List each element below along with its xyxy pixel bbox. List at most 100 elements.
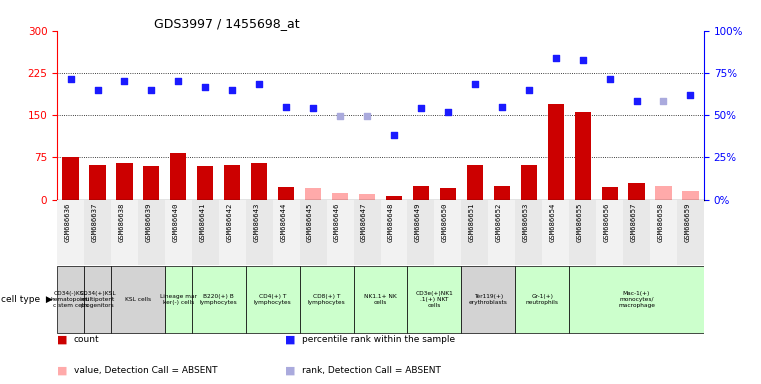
Point xyxy=(495,104,508,110)
Bar xyxy=(623,200,650,265)
Point xyxy=(253,81,266,87)
Point xyxy=(307,105,319,111)
Bar xyxy=(332,193,348,200)
Bar xyxy=(90,165,106,200)
Text: Mac-1(+)
monocytes/
macrophage: Mac-1(+) monocytes/ macrophage xyxy=(618,291,655,308)
Bar xyxy=(461,266,515,333)
Text: GSM686653: GSM686653 xyxy=(523,203,529,242)
Bar xyxy=(515,200,543,265)
Text: Ter119(+)
erythroblasts: Ter119(+) erythroblasts xyxy=(469,294,508,305)
Bar xyxy=(192,200,219,265)
Text: GSM686657: GSM686657 xyxy=(631,203,636,242)
Text: GSM686642: GSM686642 xyxy=(226,203,232,242)
Bar xyxy=(57,200,84,265)
Text: GSM686641: GSM686641 xyxy=(199,203,205,242)
Text: GSM686640: GSM686640 xyxy=(172,203,178,242)
Bar xyxy=(57,266,84,333)
Text: GSM686648: GSM686648 xyxy=(388,203,394,242)
Point xyxy=(658,98,670,104)
Bar xyxy=(543,200,569,265)
Bar xyxy=(278,187,295,200)
Point xyxy=(280,104,292,110)
Bar xyxy=(655,185,672,200)
Text: Gr-1(+)
neutrophils: Gr-1(+) neutrophils xyxy=(526,294,559,305)
Bar xyxy=(219,200,246,265)
Text: GSM686659: GSM686659 xyxy=(684,203,690,242)
Point xyxy=(361,113,373,119)
Text: GSM686658: GSM686658 xyxy=(658,203,664,242)
Text: CD4(+) T
lymphocytes: CD4(+) T lymphocytes xyxy=(254,294,291,305)
Bar xyxy=(354,200,380,265)
Text: ■: ■ xyxy=(285,365,296,375)
Bar xyxy=(596,200,623,265)
Bar xyxy=(300,200,326,265)
Bar xyxy=(435,200,461,265)
Bar xyxy=(84,266,111,333)
Text: B220(+) B
lymphocytes: B220(+) B lymphocytes xyxy=(200,294,237,305)
Bar xyxy=(224,165,240,200)
Text: GSM686656: GSM686656 xyxy=(603,203,610,242)
Text: GSM686637: GSM686637 xyxy=(91,203,97,242)
Text: GSM686651: GSM686651 xyxy=(469,203,475,242)
Bar xyxy=(386,196,402,200)
Text: ■: ■ xyxy=(57,334,68,344)
Bar xyxy=(192,266,246,333)
Bar xyxy=(165,200,192,265)
Text: GSM686647: GSM686647 xyxy=(361,203,367,242)
Text: count: count xyxy=(74,335,100,344)
Text: percentile rank within the sample: percentile rank within the sample xyxy=(302,335,455,344)
Bar xyxy=(305,189,321,200)
Bar xyxy=(466,165,483,200)
Bar xyxy=(521,165,537,200)
Text: GSM686638: GSM686638 xyxy=(119,203,125,242)
Bar xyxy=(407,266,461,333)
Text: GSM686652: GSM686652 xyxy=(495,203,501,242)
Point xyxy=(523,87,535,93)
Point xyxy=(442,109,454,116)
Bar xyxy=(650,200,677,265)
Text: rank, Detection Call = ABSENT: rank, Detection Call = ABSENT xyxy=(302,366,441,375)
Text: GSM686654: GSM686654 xyxy=(549,203,556,242)
Text: ■: ■ xyxy=(57,365,68,375)
Bar xyxy=(440,189,456,200)
Point xyxy=(603,76,616,82)
Text: GDS3997 / 1455698_at: GDS3997 / 1455698_at xyxy=(154,17,300,30)
Text: cell type  ▶: cell type ▶ xyxy=(1,295,53,304)
Text: NK1.1+ NK
cells: NK1.1+ NK cells xyxy=(364,294,397,305)
Text: GSM686646: GSM686646 xyxy=(334,203,340,242)
Text: GSM686645: GSM686645 xyxy=(307,203,313,242)
Text: GSM686643: GSM686643 xyxy=(253,203,260,242)
Text: CD8(+) T
lymphocytes: CD8(+) T lymphocytes xyxy=(307,294,345,305)
Point xyxy=(334,113,346,119)
Text: CD34(+)KSL
multipotent
progenitors: CD34(+)KSL multipotent progenitors xyxy=(79,291,116,308)
Bar xyxy=(354,266,407,333)
Bar xyxy=(165,266,192,333)
Point xyxy=(630,98,642,104)
Point xyxy=(577,57,589,63)
Bar xyxy=(62,157,78,200)
Text: GSM686655: GSM686655 xyxy=(577,203,583,242)
Bar xyxy=(326,200,354,265)
Point xyxy=(199,84,212,90)
Text: KSL cells: KSL cells xyxy=(125,297,151,302)
Bar xyxy=(548,104,564,200)
Point xyxy=(119,78,131,84)
Text: GSM686650: GSM686650 xyxy=(442,203,448,242)
Bar xyxy=(569,200,596,265)
Text: CD3e(+)NK1
.1(+) NKT
cells: CD3e(+)NK1 .1(+) NKT cells xyxy=(416,291,454,308)
Bar xyxy=(515,266,569,333)
Bar xyxy=(461,200,489,265)
Bar xyxy=(197,166,213,200)
Text: Lineage mar
ker(-) cells: Lineage mar ker(-) cells xyxy=(160,294,197,305)
Text: ■: ■ xyxy=(285,334,296,344)
Text: GSM686639: GSM686639 xyxy=(145,203,151,242)
Bar xyxy=(246,200,272,265)
Point xyxy=(91,87,103,93)
Point xyxy=(226,87,238,93)
Bar xyxy=(575,113,591,200)
Text: GSM686644: GSM686644 xyxy=(280,203,286,242)
Point xyxy=(388,132,400,138)
Text: GSM686649: GSM686649 xyxy=(415,203,421,242)
Text: GSM686636: GSM686636 xyxy=(65,203,71,242)
Text: value, Detection Call = ABSENT: value, Detection Call = ABSENT xyxy=(74,366,218,375)
